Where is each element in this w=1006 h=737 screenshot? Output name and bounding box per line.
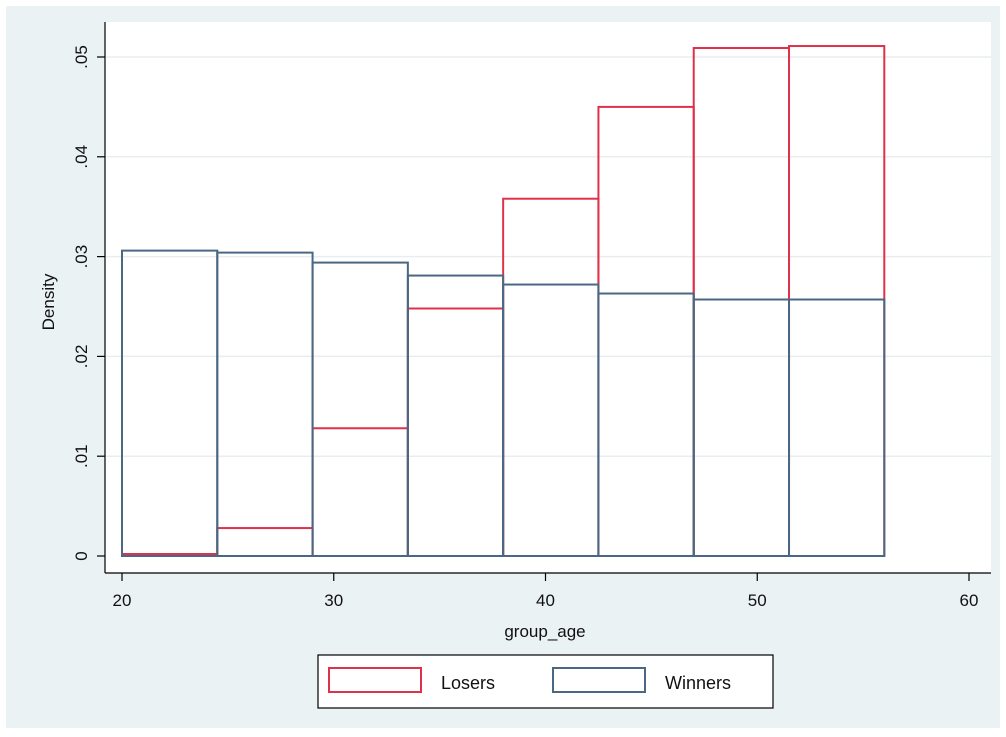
y-axis-title: Density [39,273,58,330]
x-tick-label-4: 60 [960,591,979,610]
x-tick-label-0: 20 [113,591,132,610]
winners-bar-7 [788,298,886,557]
y-tick-label-0: 0 [72,551,91,560]
y-ticks: 0 .01 .02 .03 .04 .05 [72,45,105,561]
x-tick-label-1: 30 [324,591,343,610]
winners-bars [121,249,886,557]
y-tick-label-4: .04 [72,145,91,169]
y-tick-label-2: .02 [72,345,91,369]
plot-area [105,22,991,573]
x-tick-label-2: 40 [536,591,555,610]
y-tick-label-5: .05 [72,45,91,69]
legend-label-losers: Losers [441,673,495,693]
x-axis-title: group_age [504,622,585,641]
gridlines [106,56,991,457]
legend: Losers Winners [317,654,774,709]
x-ticks: 20 30 40 50 60 [113,573,979,610]
y-tick-label-3: .03 [72,245,91,269]
legend-swatch-losers [328,667,422,693]
legend-label-winners: Winners [665,673,731,693]
legend-swatch-winners [552,667,646,693]
y-tick-label-1: .01 [72,444,91,468]
x-tick-label-3: 50 [748,591,767,610]
